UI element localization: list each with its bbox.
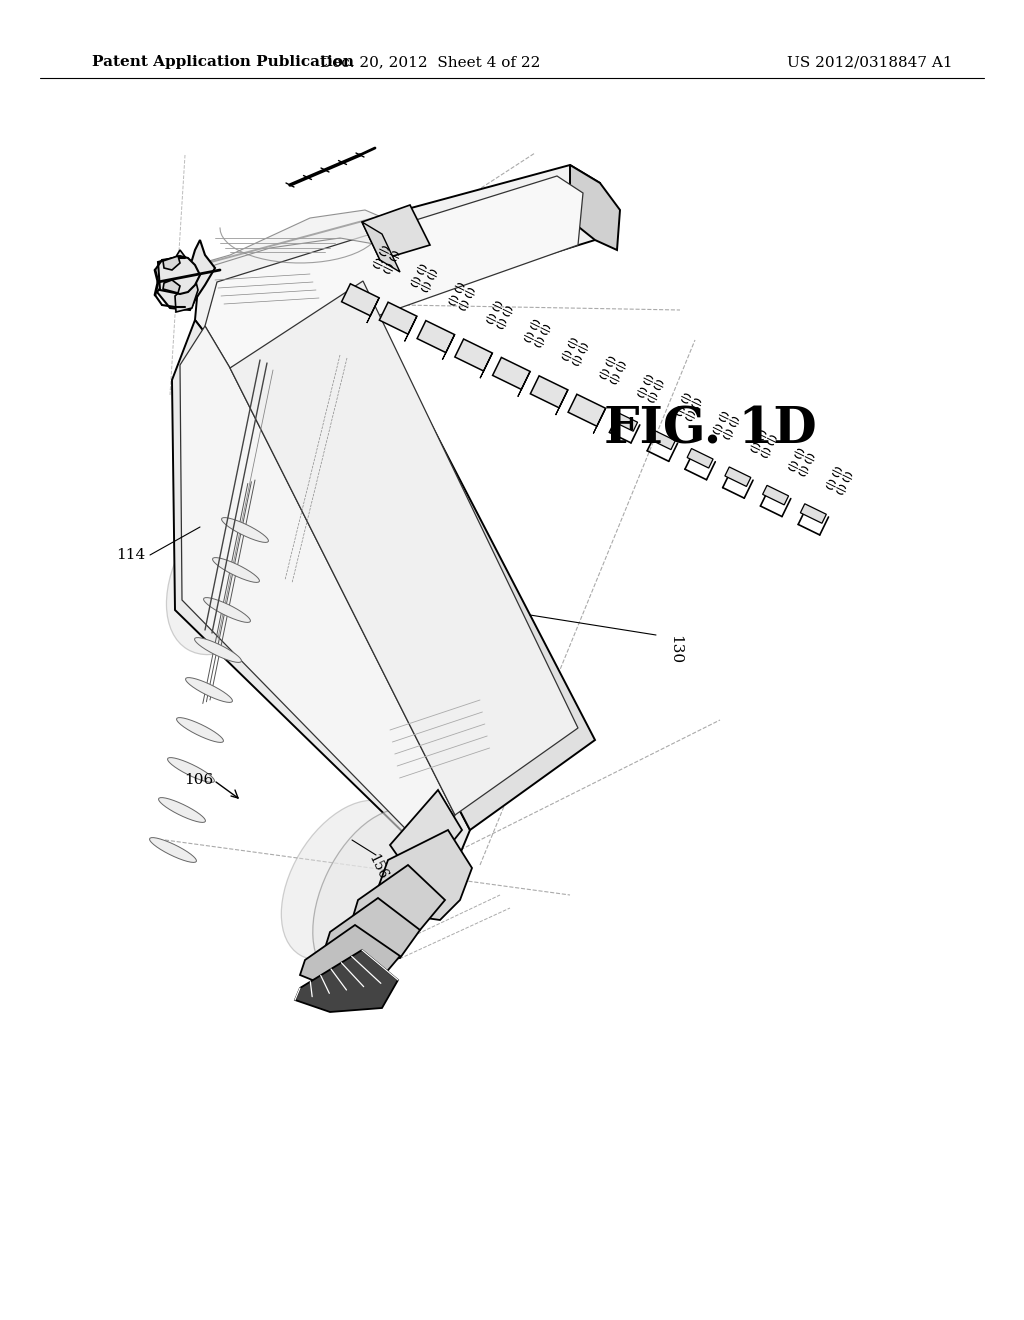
Text: US 2012/0318847 A1: US 2012/0318847 A1 xyxy=(787,55,952,69)
Polygon shape xyxy=(417,321,455,352)
Polygon shape xyxy=(175,279,198,312)
Polygon shape xyxy=(367,298,379,323)
Polygon shape xyxy=(379,302,417,334)
Polygon shape xyxy=(763,486,788,504)
Polygon shape xyxy=(295,950,398,1012)
Text: FIG. 1D: FIG. 1D xyxy=(603,405,816,454)
Polygon shape xyxy=(172,319,470,878)
Polygon shape xyxy=(205,176,583,368)
Polygon shape xyxy=(611,412,638,432)
Polygon shape xyxy=(649,430,676,450)
Polygon shape xyxy=(801,504,826,523)
Polygon shape xyxy=(570,165,620,249)
Polygon shape xyxy=(390,789,462,884)
Polygon shape xyxy=(300,925,400,987)
Polygon shape xyxy=(687,449,713,469)
Polygon shape xyxy=(221,517,268,543)
Polygon shape xyxy=(158,256,200,294)
Polygon shape xyxy=(204,598,251,623)
Polygon shape xyxy=(163,280,180,293)
Polygon shape xyxy=(195,210,400,279)
Ellipse shape xyxy=(167,486,303,655)
Polygon shape xyxy=(180,326,455,862)
Polygon shape xyxy=(222,268,595,830)
Polygon shape xyxy=(378,830,472,920)
Polygon shape xyxy=(493,358,530,389)
Polygon shape xyxy=(480,352,493,379)
Polygon shape xyxy=(185,677,232,702)
Polygon shape xyxy=(195,165,600,355)
Polygon shape xyxy=(163,256,180,271)
Text: Dec. 20, 2012  Sheet 4 of 22: Dec. 20, 2012 Sheet 4 of 22 xyxy=(319,55,541,69)
Polygon shape xyxy=(342,284,379,315)
Text: 106: 106 xyxy=(183,774,213,787)
Polygon shape xyxy=(325,898,420,962)
Ellipse shape xyxy=(312,809,437,981)
Polygon shape xyxy=(568,395,605,426)
Polygon shape xyxy=(593,408,605,433)
Polygon shape xyxy=(157,240,215,310)
Polygon shape xyxy=(352,865,445,935)
Text: 114: 114 xyxy=(116,548,145,562)
Polygon shape xyxy=(362,222,400,272)
Polygon shape xyxy=(168,249,186,280)
Polygon shape xyxy=(442,335,455,360)
Polygon shape xyxy=(176,718,223,742)
Polygon shape xyxy=(195,638,242,663)
Polygon shape xyxy=(455,339,493,371)
Polygon shape xyxy=(159,797,206,822)
Polygon shape xyxy=(556,389,568,414)
Polygon shape xyxy=(404,317,417,342)
Polygon shape xyxy=(213,557,259,582)
Polygon shape xyxy=(530,376,568,408)
Polygon shape xyxy=(362,205,430,260)
Ellipse shape xyxy=(282,800,409,960)
Text: 130: 130 xyxy=(668,635,682,664)
Polygon shape xyxy=(168,758,214,783)
Text: 156: 156 xyxy=(366,853,390,882)
Polygon shape xyxy=(230,281,578,814)
Polygon shape xyxy=(518,371,530,396)
Text: Patent Application Publication: Patent Application Publication xyxy=(92,55,354,69)
Polygon shape xyxy=(725,467,751,487)
Polygon shape xyxy=(150,838,197,862)
